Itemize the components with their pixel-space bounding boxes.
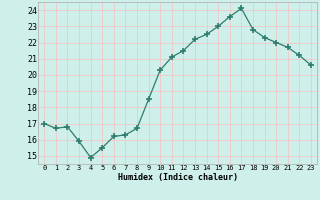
X-axis label: Humidex (Indice chaleur): Humidex (Indice chaleur) [118, 173, 238, 182]
